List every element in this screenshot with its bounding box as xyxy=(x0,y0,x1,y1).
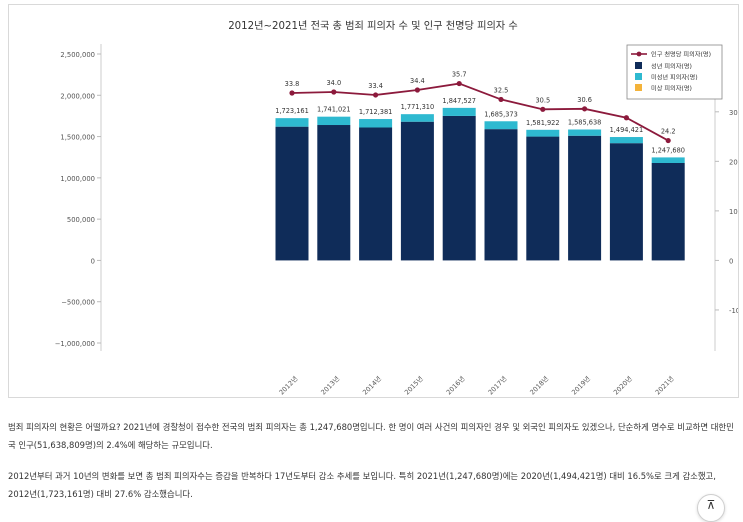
bar-adult xyxy=(484,129,518,261)
y2-tick-label: 20 xyxy=(729,158,738,166)
y-tick-label: 0 xyxy=(91,257,95,265)
x-tick-label: 2019년 xyxy=(569,374,592,397)
y-tick-label: −500,000 xyxy=(61,299,95,307)
bar-adult xyxy=(359,127,393,261)
x-tick-label: 2016년 xyxy=(444,374,467,397)
legend-line-marker xyxy=(636,51,642,57)
bar-minor xyxy=(400,114,434,122)
bar-minor xyxy=(442,107,476,116)
chart-title: 2012년~2021년 전국 총 범죄 피의자 수 및 인구 천명당 피의자 수 xyxy=(228,20,518,32)
line-point xyxy=(373,92,379,98)
x-tick-label: 2021년 xyxy=(653,374,676,397)
line-point xyxy=(414,87,420,93)
bar-minor xyxy=(609,137,643,144)
line-per-thousand xyxy=(291,82,669,142)
line-value-label: 30.5 xyxy=(535,96,550,104)
x-tick-label: 2014년 xyxy=(360,374,383,397)
bar-adult xyxy=(651,162,685,261)
line-point xyxy=(289,90,295,96)
paragraph-trend: 2012년부터 과거 10년의 변화를 보면 총 범죄 피의자수는 증감을 반복… xyxy=(8,471,716,499)
x-tick-label: 2017년 xyxy=(486,374,509,397)
x-tick-label: 2020년 xyxy=(611,374,634,397)
y-tick-label: 500,000 xyxy=(67,216,95,224)
line-value-label: 33.4 xyxy=(368,82,383,90)
line-point xyxy=(623,115,630,121)
bar-total-label: 1,494,421 xyxy=(610,126,644,134)
chart-container: 2012년~2021년 전국 총 범죄 피의자 수 및 인구 천명당 피의자 수… xyxy=(8,4,739,398)
y-tick-label: 1,000,000 xyxy=(60,175,95,183)
bar-total-label: 1,741,021 xyxy=(317,106,351,114)
line-value-label: 33.8 xyxy=(285,80,300,88)
x-tick-label: 2015년 xyxy=(402,374,425,397)
line-value-label: 30.6 xyxy=(577,96,592,104)
bar-minor xyxy=(317,116,351,126)
y2-tick-label: -10 xyxy=(729,307,738,315)
y2-tick-label: 30 xyxy=(729,109,738,117)
scroll-top-button[interactable]: ⊼ xyxy=(697,494,725,522)
legend-swatch xyxy=(635,62,642,69)
arrow-up-icon: ⊼ xyxy=(706,498,716,512)
line-point xyxy=(540,106,546,112)
bar-total-label: 1,581,922 xyxy=(526,119,560,127)
bar-minor xyxy=(275,118,309,127)
line-point xyxy=(456,80,462,87)
paragraph-summary: 범죄 피의자의 현황은 어떨까요? 2021년에 경찰청이 접수한 전국의 범죄… xyxy=(8,422,734,450)
bar-adult xyxy=(568,135,602,261)
bar-total-label: 1,723,161 xyxy=(275,107,309,115)
line-value-label: 34.4 xyxy=(410,77,425,85)
bar-adult xyxy=(526,136,560,261)
y-tick-label: −1,000,000 xyxy=(55,340,95,348)
bar-minor xyxy=(526,129,560,137)
bar-total-label: 1,247,680 xyxy=(651,146,685,154)
line-point xyxy=(582,106,588,112)
y-tick-label: 1,500,000 xyxy=(60,134,95,142)
chart-svg: 2012년~2021년 전국 총 범죄 피의자 수 및 인구 천명당 피의자 수… xyxy=(55,20,738,397)
legend-label: 인구 천명당 피의자(명) xyxy=(651,51,711,59)
bar-total-label: 1,712,381 xyxy=(359,108,393,116)
bar-total-label: 1,771,310 xyxy=(401,103,435,111)
legend-swatch xyxy=(635,84,642,91)
y2-tick-label: 10 xyxy=(729,208,738,216)
bar-adult xyxy=(317,125,351,261)
bar-adult xyxy=(609,143,643,261)
line-value-label: 32.5 xyxy=(494,86,509,94)
x-tick-label: 2018년 xyxy=(528,374,551,397)
bar-minor xyxy=(484,121,518,130)
legend-label: 미성년 피의자(명) xyxy=(651,74,698,82)
bar-adult xyxy=(275,126,309,261)
bar-minor xyxy=(359,119,393,128)
bar-adult xyxy=(400,121,434,261)
line-value-label: 35.7 xyxy=(452,71,467,79)
bar-total-label: 1,685,373 xyxy=(484,110,518,118)
x-tick-label: 2012년 xyxy=(277,374,300,397)
bar-total-label: 1,585,638 xyxy=(568,119,602,127)
y2-tick-label: 0 xyxy=(729,257,733,265)
legend-label: 성년 피의자(명) xyxy=(651,63,692,71)
bar-minor xyxy=(651,157,685,163)
legend-swatch xyxy=(635,73,642,80)
line-point xyxy=(331,89,337,95)
bar-adult xyxy=(442,115,476,261)
line-value-label: 24.2 xyxy=(661,128,676,136)
line-point xyxy=(498,96,504,103)
bar-minor xyxy=(568,129,602,136)
line-point xyxy=(665,137,671,144)
legend-label: 미상 피의자(명) xyxy=(651,85,692,93)
x-tick-label: 2013년 xyxy=(319,374,342,397)
y-tick-label: 2,000,000 xyxy=(60,92,95,100)
line-value-label: 34.0 xyxy=(326,79,341,87)
y-tick-label: 2,500,000 xyxy=(60,51,95,59)
bar-total-label: 1,847,527 xyxy=(442,97,476,105)
